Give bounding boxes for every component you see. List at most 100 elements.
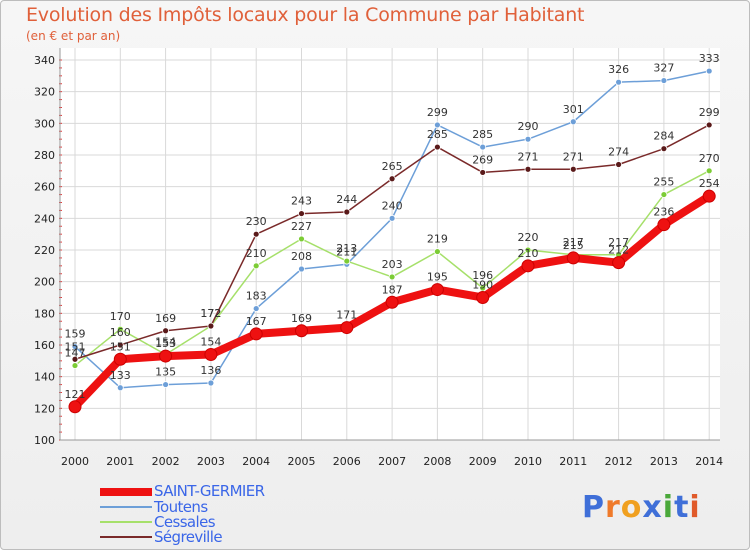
- data-label: 213: [336, 242, 357, 255]
- x-tick-label: 2003: [197, 455, 225, 468]
- data-label: 285: [472, 128, 493, 141]
- data-label: 135: [155, 366, 176, 379]
- legend-item-toutens: Toutens: [100, 498, 360, 516]
- data-point: [569, 165, 577, 173]
- data-label: 299: [699, 106, 720, 119]
- data-point: [433, 248, 441, 255]
- data-point: [343, 208, 351, 216]
- legend-item-saint-germier: SAINT-GERMIER: [100, 482, 360, 500]
- logo-letter: i: [689, 490, 701, 525]
- y-tick-label: 160: [34, 339, 55, 352]
- data-label: 285: [427, 128, 448, 141]
- proxiti-logo: Proxiti: [582, 490, 701, 525]
- x-tick-label: 2008: [423, 455, 451, 468]
- data-label: 271: [518, 150, 539, 163]
- data-label: 227: [291, 220, 312, 233]
- data-point: [615, 78, 622, 86]
- data-point: [660, 77, 668, 84]
- data-label: 327: [653, 62, 674, 75]
- data-point: [479, 143, 487, 151]
- data-point: [340, 321, 354, 335]
- data-label: 208: [291, 250, 312, 263]
- x-tick-label: 2004: [242, 455, 270, 468]
- data-point: [113, 352, 127, 366]
- data-label: 151: [110, 340, 131, 353]
- data-point: [430, 283, 444, 297]
- data-point: [388, 175, 396, 183]
- data-label: 210: [518, 247, 539, 260]
- x-tick-label: 2014: [695, 455, 723, 468]
- data-point: [159, 349, 173, 363]
- data-point: [207, 379, 215, 387]
- data-point: [660, 191, 668, 198]
- data-label: 217: [608, 236, 629, 249]
- x-tick-label: 2011: [559, 455, 587, 468]
- x-tick-label: 2005: [288, 455, 316, 468]
- data-point: [116, 341, 124, 349]
- data-label: 169: [291, 312, 312, 325]
- legend-swatch-toutens: [100, 506, 152, 508]
- data-label: 211: [336, 245, 357, 258]
- logo-letter: i: [662, 490, 675, 525]
- data-label: 240: [382, 199, 403, 212]
- data-point: [385, 295, 399, 309]
- data-label: 290: [518, 120, 539, 133]
- legend-label: Ségreville: [154, 528, 223, 546]
- y-tick-label: 140: [34, 371, 55, 384]
- x-tick-label: 2002: [152, 455, 180, 468]
- logo-letter: t: [674, 490, 690, 525]
- legend-swatch-segreville: [100, 536, 152, 538]
- data-point: [524, 165, 532, 173]
- legend-label: Cessales: [154, 513, 216, 531]
- data-label: 167: [246, 315, 267, 328]
- data-label: 172: [200, 307, 221, 320]
- data-point: [524, 246, 532, 254]
- data-label: 154: [200, 336, 221, 349]
- data-label: 243: [291, 195, 312, 208]
- data-point: [433, 143, 441, 151]
- y-tick-label: 240: [34, 212, 55, 225]
- data-label: 271: [563, 150, 584, 163]
- data-point: [521, 259, 535, 273]
- data-point: [249, 327, 263, 341]
- y-tick-label: 260: [34, 181, 55, 194]
- data-point: [116, 325, 124, 333]
- data-point: [433, 121, 441, 129]
- legend-swatch-cessales: [100, 521, 152, 523]
- x-tick-label: 2013: [650, 455, 678, 468]
- data-label: 154: [155, 336, 176, 349]
- data-label: 219: [427, 233, 448, 246]
- data-point: [207, 322, 215, 330]
- data-label: 215: [563, 239, 584, 252]
- data-point: [705, 121, 713, 129]
- data-label: 147: [65, 347, 86, 360]
- data-point: [702, 189, 716, 203]
- data-point: [479, 169, 487, 176]
- data-label: 236: [653, 206, 674, 219]
- data-label: 265: [382, 160, 403, 173]
- data-label: 170: [110, 310, 131, 323]
- data-label: 171: [336, 309, 357, 322]
- legend-swatch-saint-germier: [100, 488, 152, 496]
- logo-letter: o: [620, 490, 643, 525]
- data-point: [476, 291, 490, 304]
- x-tick-label: 2010: [514, 455, 542, 468]
- data-point: [388, 214, 396, 222]
- data-label: 160: [110, 326, 131, 339]
- data-label: 230: [246, 215, 267, 228]
- data-label: 183: [246, 290, 267, 303]
- legend-item-cessales: Cessales: [100, 513, 360, 531]
- data-point: [252, 230, 260, 238]
- data-label: 153: [155, 337, 176, 350]
- legend-label: Toutens: [154, 498, 208, 516]
- y-tick-label: 300: [34, 117, 55, 130]
- data-label: 254: [699, 177, 720, 190]
- data-point: [68, 400, 82, 414]
- data-label: 159: [65, 328, 86, 341]
- data-point: [116, 384, 124, 392]
- y-tick-label: 320: [34, 86, 55, 99]
- data-label: 255: [653, 176, 674, 189]
- y-tick-label: 340: [34, 54, 55, 67]
- data-point: [298, 210, 305, 217]
- data-point: [657, 218, 671, 232]
